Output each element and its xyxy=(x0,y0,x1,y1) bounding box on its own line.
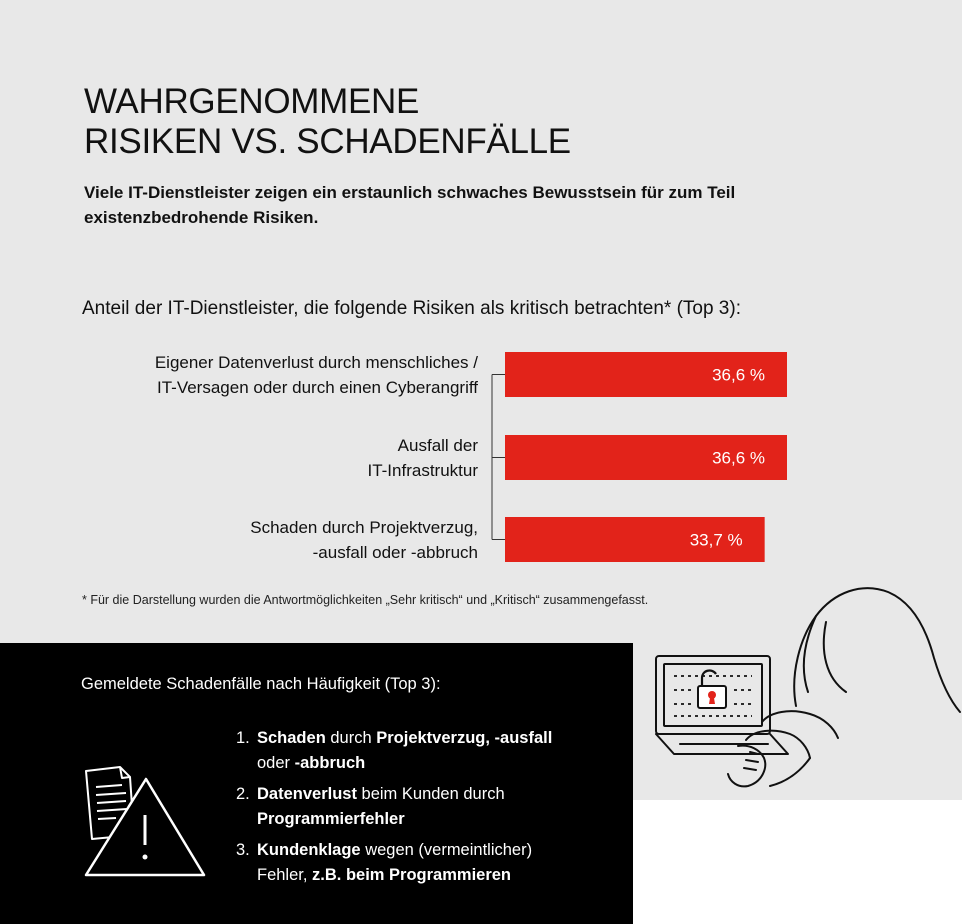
chart-category-label: Ausfall der xyxy=(398,436,479,455)
incident-text: wegen (vermeintlicher) xyxy=(360,841,533,859)
incident-line: oder -abbruch xyxy=(257,751,552,776)
incident-number: 3. xyxy=(236,841,250,859)
incident-bold-text: z.B. beim Programmieren xyxy=(312,866,512,884)
chart-category-label: IT-Infrastruktur xyxy=(367,461,478,480)
chart-heading: Anteil der IT-Dienstleister, die folgend… xyxy=(82,298,741,319)
chart-category-label: Schaden durch Projektverzug, xyxy=(250,518,478,537)
risk-bar-chart: 36,6 % Eigener Datenverlust durch menschl… xyxy=(155,352,787,562)
incident-text: Fehler, xyxy=(257,866,313,884)
incident-text: oder xyxy=(257,754,295,772)
incident-bold-text: Datenverlust xyxy=(257,785,357,803)
chart-bar xyxy=(505,352,787,397)
chart-category-label: Eigener Datenverlust durch menschliches … xyxy=(155,353,478,372)
chart-bar xyxy=(505,435,787,480)
footnote: * Für die Darstellung wurden die Antwort… xyxy=(82,593,649,607)
chart-value-label: 36,6 % xyxy=(712,449,765,468)
incident-bold-text: Projektverzug, -ausfall xyxy=(376,729,553,747)
document-warning-icon xyxy=(84,766,206,877)
incident-line: Datenverlust beim Kunden durch xyxy=(257,782,552,807)
chart-bar xyxy=(505,517,765,562)
page-title: WAHRGENOMMENE RISIKEN VS. SCHADENFÄLLE xyxy=(84,82,571,162)
chart-category-label: IT-Versagen oder durch einen Cyberangrif… xyxy=(157,378,478,397)
chart-category-label: -ausfall oder -abbruch xyxy=(313,543,478,562)
incident-line: Schaden durch Projektverzug, -ausfall xyxy=(257,726,552,751)
incident-bold-text: Programmierfehler xyxy=(257,810,405,828)
chart-value-label: 33,7 % xyxy=(690,531,743,550)
incidents-panel: Gemeldete Schadenfälle nach Häufigkeit (… xyxy=(0,643,633,924)
incident-number: 2. xyxy=(236,785,250,803)
subtitle: Viele IT-Dienstleister zeigen ein erstau… xyxy=(84,183,736,227)
incident-bold-text: -abbruch xyxy=(294,754,366,772)
hacker-laptop-illustration xyxy=(655,587,961,788)
incident-text: beim Kunden durch xyxy=(356,785,505,803)
incident-text: durch xyxy=(325,729,377,747)
incident-bold-text: Schaden xyxy=(257,729,326,747)
incident-bold-text: Kundenklage xyxy=(257,841,361,859)
title-line-2: RISIKEN VS. SCHADENFÄLLE xyxy=(84,122,571,161)
title-line-1: WAHRGENOMMENE xyxy=(84,82,420,121)
incident-line: Kundenklage wegen (vermeintlicher) xyxy=(257,838,552,863)
incident-item: 1. Schaden durch Projektverzug, -ausfall o… xyxy=(236,726,552,776)
incident-list: 1. Schaden durch Projektverzug, -ausfall o… xyxy=(236,726,552,894)
incident-item: 3. Kundenklage wegen (vermeintlicher) Fehl… xyxy=(236,838,552,888)
incident-number: 1. xyxy=(236,729,250,747)
incidents-heading: Gemeldete Schadenfälle nach Häufigkeit (… xyxy=(81,675,441,693)
incident-line: Fehler, z.B. beim Programmieren xyxy=(257,863,552,888)
chart-value-label: 36,6 % xyxy=(712,366,765,385)
incident-item: 2. Datenverlust beim Kunden durch Programm… xyxy=(236,782,552,832)
incident-line: Programmierfehler xyxy=(257,807,552,832)
